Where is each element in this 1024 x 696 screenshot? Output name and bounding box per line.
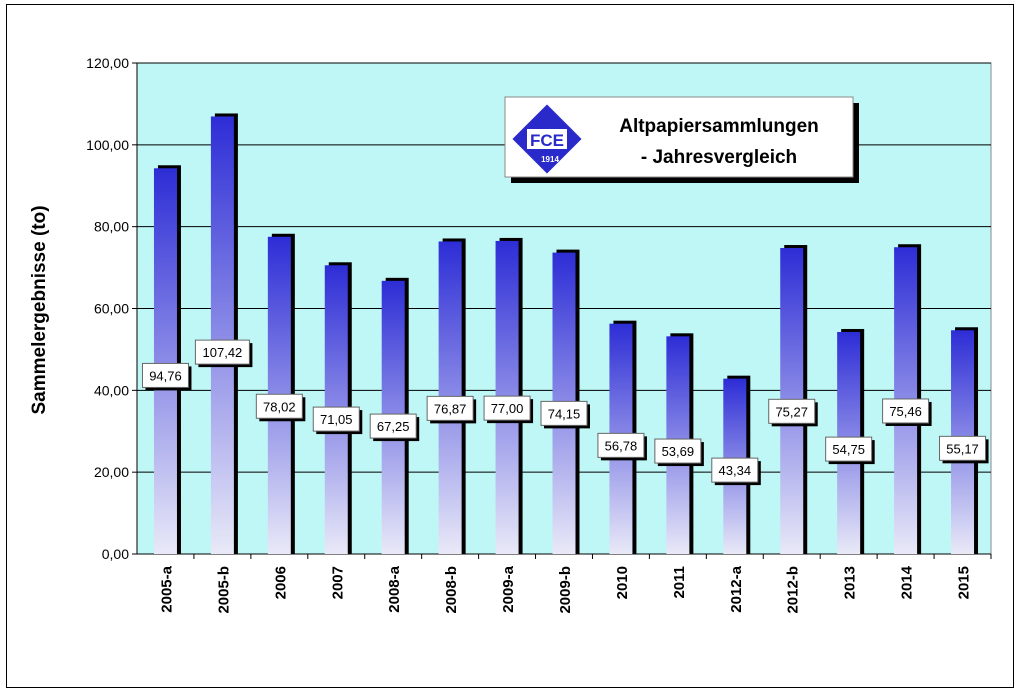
data-label: 53,69 — [654, 438, 704, 467]
y-tick-label: 80,00 — [94, 219, 129, 235]
x-tick-label: 2015 — [956, 566, 973, 599]
x-tick-label: 2005-b — [215, 566, 232, 614]
y-tick-label: 120,00 — [86, 55, 129, 71]
chart-title-line2: - Jahresvergleich — [641, 147, 797, 168]
data-label: 76,87 — [426, 395, 477, 424]
x-tick-label: 2012-a — [728, 565, 745, 612]
x-tick-label: 2010 — [614, 566, 631, 599]
fce-logo-icon: FCE 1914 — [509, 101, 585, 177]
data-label: 75,46 — [882, 398, 932, 426]
title-box: FCE 1914 Altpapiersammlungen - Jahresver… — [504, 96, 859, 183]
svg-text:71,05: 71,05 — [320, 412, 353, 427]
svg-text:54,75: 54,75 — [832, 442, 865, 457]
svg-text:107,42: 107,42 — [203, 345, 243, 360]
svg-text:74,15: 74,15 — [548, 406, 581, 421]
svg-text:77,00: 77,00 — [491, 401, 524, 416]
logo-text: FCE — [530, 131, 564, 150]
x-tick-label: 2007 — [329, 566, 346, 599]
data-labels: 94,76 107,42 78,02 71,05 67,25 76,87 77,00 74,1… — [141, 339, 989, 486]
data-label: 75,27 — [768, 398, 818, 427]
bar-2005-a — [153, 168, 177, 554]
svg-text:75,46: 75,46 — [889, 404, 922, 419]
x-tick-label: 2009-a — [500, 565, 517, 612]
data-label: 67,25 — [369, 413, 420, 442]
svg-text:56,78: 56,78 — [605, 438, 638, 453]
svg-text:94,76: 94,76 — [149, 368, 182, 383]
svg-text:75,27: 75,27 — [775, 404, 808, 419]
svg-text:43,34: 43,34 — [719, 463, 752, 478]
x-tick-label: 2005-a — [158, 565, 175, 612]
data-label: 56,78 — [597, 432, 647, 461]
y-tick-label: 0,00 — [102, 546, 129, 562]
data-label: 77,00 — [483, 395, 534, 424]
data-label: 107,42 — [194, 339, 253, 368]
data-label: 43,34 — [711, 457, 761, 486]
x-tick-labels: 2005-a 2005-b 2006 2007 2008-a 2008-b 2009-a 20… — [158, 565, 972, 613]
data-label: 54,75 — [825, 436, 875, 465]
svg-text:76,87: 76,87 — [434, 401, 467, 416]
data-label: 71,05 — [312, 406, 363, 435]
data-label: 74,15 — [540, 400, 590, 429]
x-tick-label: 2006 — [272, 566, 289, 599]
y-tick-label: 60,00 — [94, 301, 129, 317]
bar-2005-b — [210, 116, 234, 554]
svg-text:78,02: 78,02 — [263, 399, 296, 414]
svg-text:55,17: 55,17 — [946, 441, 979, 456]
data-label: 78,02 — [255, 393, 306, 422]
y-tick-label: 40,00 — [94, 382, 129, 398]
y-tick-label: 20,00 — [94, 464, 129, 480]
x-tick-label: 2011 — [671, 566, 688, 599]
x-tick-label: 2008-a — [386, 565, 403, 612]
x-tick-label: 2013 — [842, 566, 859, 599]
y-tick-labels: 0,00 20,00 40,00 60,00 80,00 100,00 120,00 — [86, 55, 129, 562]
x-tick-label: 2012-b — [785, 566, 802, 614]
svg-text:67,25: 67,25 — [377, 419, 410, 434]
svg-text:53,69: 53,69 — [662, 444, 695, 459]
logo-year: 1914 — [541, 155, 559, 164]
x-tick-label: 2008-b — [443, 566, 460, 614]
chart-title-line1: Altpapiersammlungen — [619, 116, 819, 137]
data-label: 55,17 — [939, 435, 989, 464]
y-axis-label: Sammelergebnisse (to) — [29, 205, 50, 414]
x-tick-label: 2009-b — [557, 566, 574, 614]
y-tick-label: 100,00 — [86, 137, 129, 153]
x-tick-label: 2014 — [899, 565, 916, 599]
data-label: 94,76 — [141, 362, 192, 391]
